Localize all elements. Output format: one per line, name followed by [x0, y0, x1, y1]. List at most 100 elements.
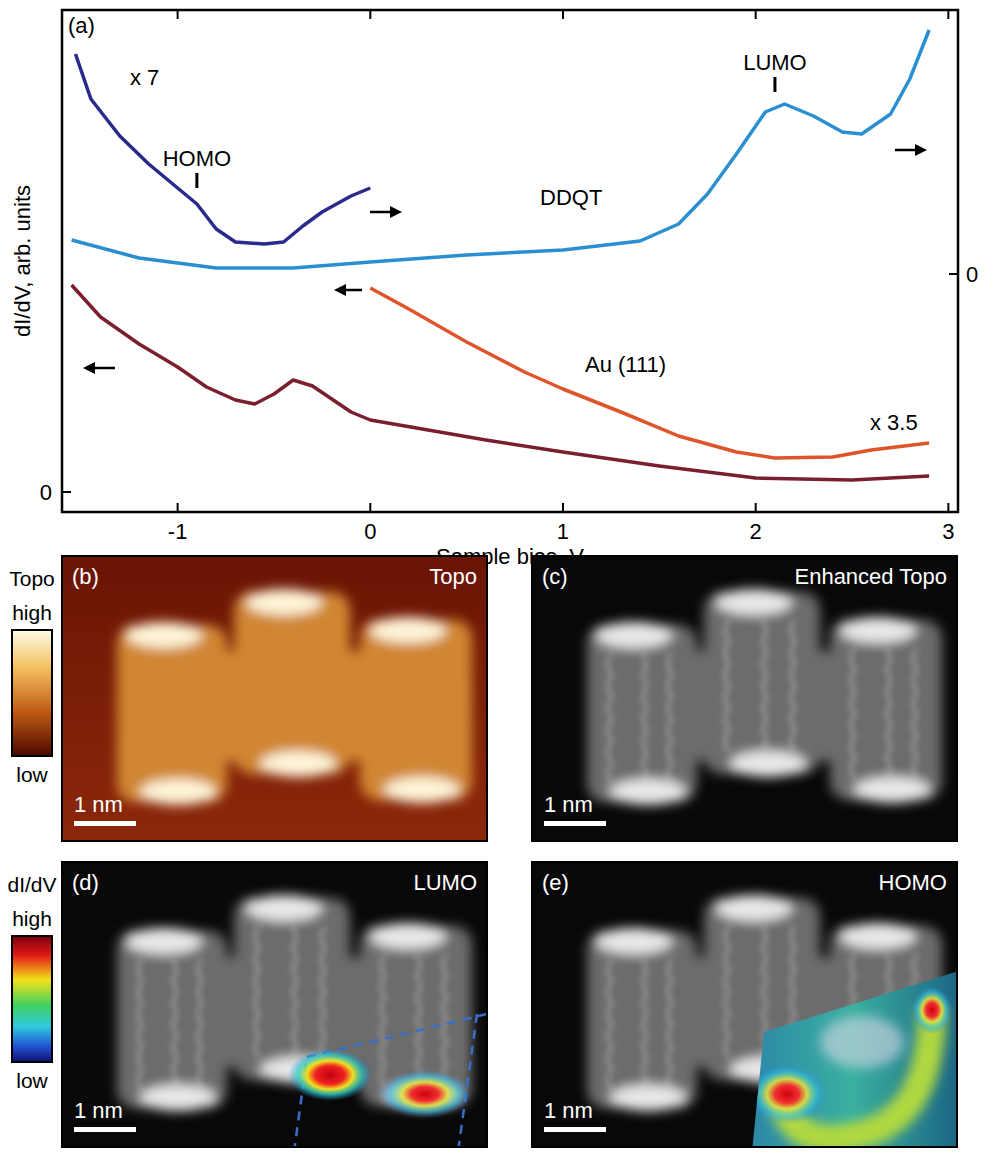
image-content [532, 862, 957, 1147]
spectrum-line [370, 288, 929, 458]
x-tick-label: 2 [750, 519, 762, 544]
molecule-core [182, 957, 402, 1067]
homo-lobe [747, 1064, 827, 1124]
x-tick-label: 0 [364, 519, 376, 544]
y2-tick [949, 273, 958, 275]
plot-data [72, 30, 930, 480]
topo-squiggle [913, 648, 917, 780]
molecule-lobe [610, 1085, 686, 1111]
topo-squiggle [198, 959, 202, 1091]
molecule-lobe [730, 751, 806, 777]
panel-frame [62, 862, 487, 1147]
y-tick [62, 491, 71, 493]
molecule-lobe [246, 589, 322, 615]
molecule-lobe [140, 779, 216, 805]
molecule-lobe [384, 777, 460, 803]
x-tick [755, 503, 757, 512]
y2-tick-label: 0 [966, 262, 978, 287]
topo-squiggle [668, 959, 672, 1091]
molecule-core [182, 651, 402, 761]
lumo-map [288, 1014, 487, 1147]
topo-squiggle [381, 954, 385, 1086]
peak-marker [773, 77, 776, 92]
series-label: Au (111) [585, 352, 666, 377]
colorbar-low: low [16, 1069, 48, 1092]
axis-arrow-head [83, 362, 95, 374]
topo-squiggle [725, 620, 729, 752]
peak-label: HOMO [163, 146, 231, 171]
image-background [532, 556, 957, 841]
x-tick [562, 503, 564, 512]
series-label: x 7 [130, 65, 159, 90]
scale-bar-label: 1 nm [544, 792, 593, 817]
map-ground [732, 962, 957, 1147]
molecule-lobe [596, 928, 672, 954]
colorbar-high: high [12, 601, 52, 624]
panel-letter: (c) [542, 564, 568, 589]
scale-bar [74, 1127, 136, 1132]
topo-squiggle [668, 653, 672, 785]
plot-frame [62, 10, 958, 512]
molecule-lobe [854, 777, 930, 803]
panel-title: Topo [429, 564, 477, 589]
molecule-lobe [140, 1085, 216, 1111]
molecule-lobe [246, 895, 322, 921]
panel-a: -1012300Sample bias, VdI/dV, arb. unitsD… [10, 10, 978, 569]
molecule-lobe [840, 923, 916, 949]
panel-letter: (d) [72, 870, 99, 895]
x-tick-label: -1 [168, 519, 188, 544]
panel-frame [532, 862, 957, 1147]
image-content [532, 556, 957, 841]
molecule [117, 589, 472, 805]
homo-center [820, 1016, 904, 1068]
topo-detail [608, 620, 917, 785]
topo-squiggle [292, 926, 296, 1058]
spectrum-line [76, 54, 371, 244]
spectrum-line [72, 30, 930, 268]
panel-letter: (b) [72, 564, 99, 589]
topo-squiggle [172, 959, 176, 1091]
x-tick [177, 503, 179, 512]
panel-title: Enhanced Topo [794, 564, 947, 589]
molecule-lobe [370, 617, 446, 643]
colorbar-title: dI/dV [7, 873, 56, 896]
colorbar-ramp [12, 936, 52, 1062]
image-panel: (e)HOMO1 nm [532, 862, 972, 1162]
topo-squiggle [851, 648, 855, 780]
y-axis-title: dI/dV, arb. units [10, 185, 35, 337]
topo-squiggle [255, 926, 259, 1058]
image-panel: (c) Enhanced Topo 1 nm [532, 556, 957, 841]
molecule-lobe [370, 923, 446, 949]
spectrum-line [72, 285, 930, 480]
topo-squiggle [886, 648, 890, 780]
molecule [587, 589, 942, 805]
panel-title: HOMO [879, 870, 947, 895]
x-tick [947, 10, 949, 19]
colorbar: Topohighlow [9, 567, 55, 786]
molecule-lobe [260, 751, 336, 777]
topo-squiggle [642, 653, 646, 785]
molecule-lobe [610, 779, 686, 805]
molecule-core [652, 651, 872, 761]
image-panel: (d)LUMO1 nm [62, 862, 487, 1152]
y-tick-label: 0 [40, 480, 52, 505]
x-tick [177, 10, 179, 19]
topo-squiggle [138, 959, 142, 1091]
axis-arrow-head [390, 206, 402, 218]
scale-bar-label: 1 nm [74, 1098, 123, 1123]
image-content [62, 862, 487, 1147]
image-panel: (b) Topo 1 nm [62, 556, 487, 841]
axis-arrow-head [915, 144, 927, 156]
topo-squiggle [762, 620, 766, 752]
panel-letter: (a) [68, 13, 95, 38]
homo-lobe [912, 986, 952, 1034]
scale-bar-label: 1 nm [74, 792, 123, 817]
scale-bar [544, 1127, 606, 1132]
topo-squiggle [642, 959, 646, 1091]
homo-map [732, 962, 957, 1147]
scale-bar [544, 821, 606, 826]
lumo-lobe [379, 1070, 471, 1118]
topo-squiggle [791, 620, 795, 752]
panel-letter: (e) [542, 870, 569, 895]
x-tick [562, 10, 564, 19]
